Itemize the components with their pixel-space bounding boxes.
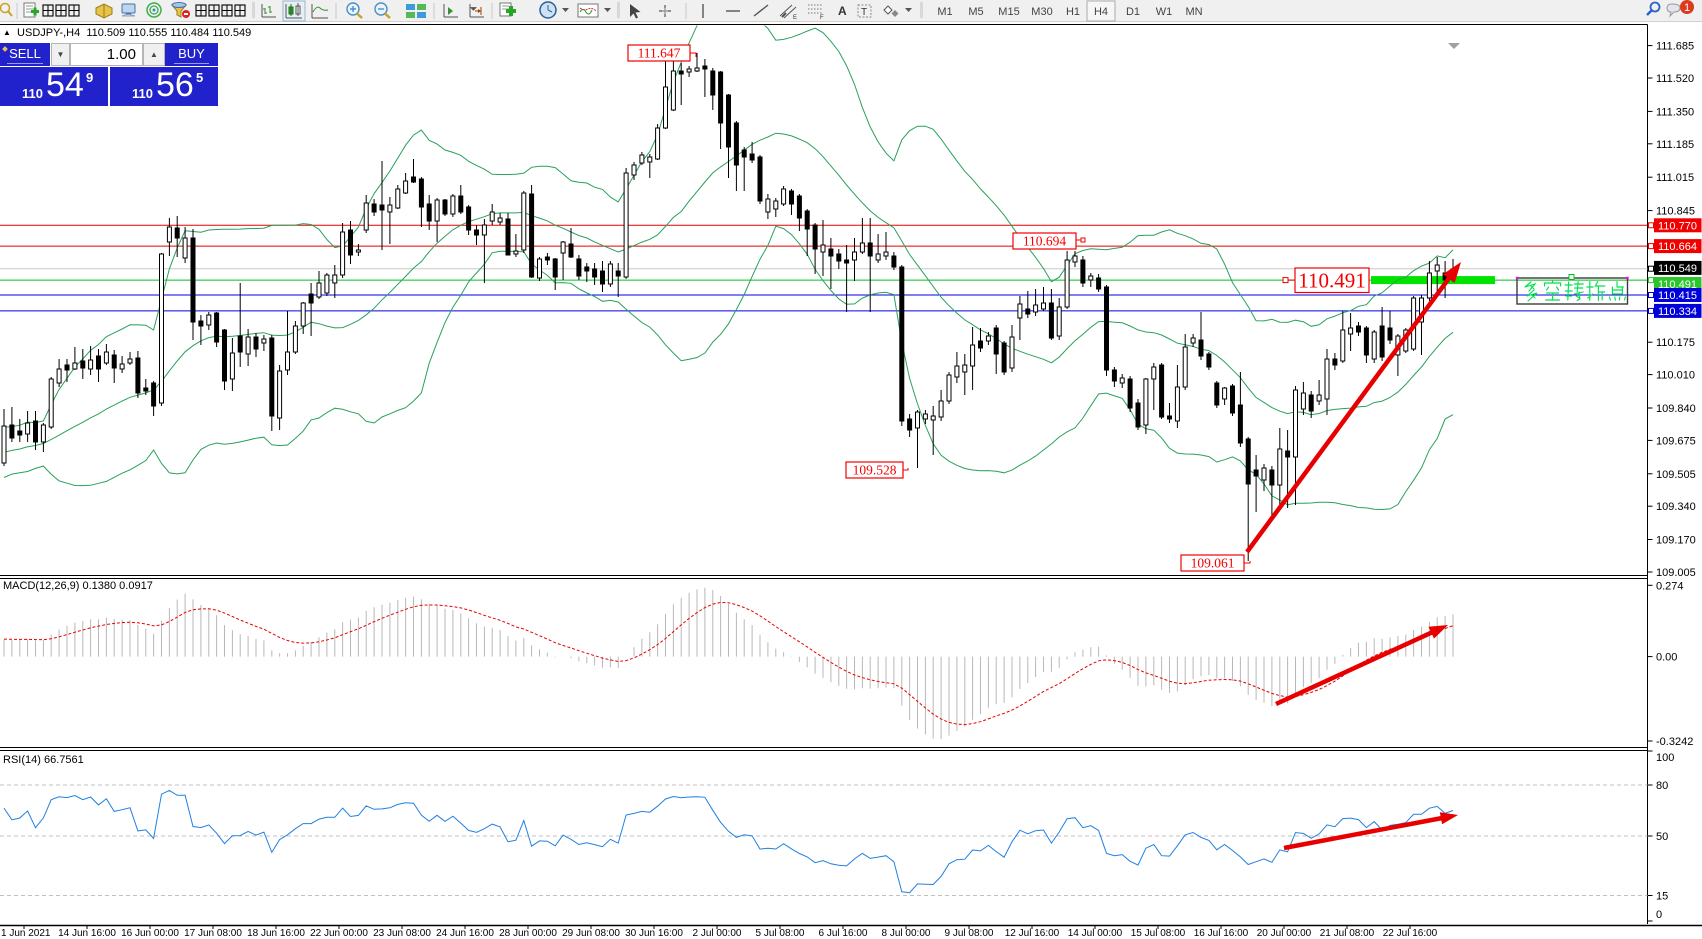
svg-text:100: 100 (1656, 752, 1674, 764)
svg-text:5 Jul 08:00: 5 Jul 08:00 (756, 928, 805, 939)
svg-text:109.528: 109.528 (853, 463, 897, 478)
svg-text:110.845: 110.845 (1656, 206, 1695, 218)
svg-text:110.694: 110.694 (1023, 234, 1067, 249)
svg-text:1: 1 (1684, 2, 1690, 14)
svg-text:H1: H1 (1066, 6, 1080, 18)
svg-text:110.770: 110.770 (1658, 220, 1697, 232)
svg-text:111.685: 111.685 (1656, 41, 1694, 53)
svg-text:F: F (820, 15, 824, 21)
svg-text:0.00: 0.00 (1656, 652, 1677, 664)
svg-text:22 Jun 00:00: 22 Jun 00:00 (310, 928, 368, 939)
svg-text:2 Jul 00:00: 2 Jul 00:00 (693, 928, 742, 939)
svg-text:M30: M30 (1031, 6, 1052, 18)
svg-text:0.274: 0.274 (1656, 580, 1684, 592)
svg-text:109.675: 109.675 (1656, 435, 1696, 447)
svg-text:RSI(14) 66.7561: RSI(14) 66.7561 (3, 754, 84, 766)
svg-text:M5: M5 (968, 6, 983, 18)
svg-text:D1: D1 (1126, 6, 1140, 18)
svg-text:111.520: 111.520 (1656, 73, 1694, 85)
svg-text:-0.3242: -0.3242 (1656, 736, 1693, 748)
svg-text:110.664: 110.664 (1658, 241, 1697, 253)
svg-text:109.505: 109.505 (1656, 469, 1696, 481)
svg-text:E: E (793, 15, 797, 21)
svg-text:15 Jul 08:00: 15 Jul 08:00 (1131, 928, 1186, 939)
svg-text:8 Jul 00:00: 8 Jul 00:00 (882, 928, 931, 939)
svg-text:29 Jun 08:00: 29 Jun 08:00 (562, 928, 620, 939)
svg-text:16 Jun 00:00: 16 Jun 00:00 (121, 928, 179, 939)
svg-text:110.549: 110.549 (1658, 263, 1697, 275)
svg-text:111.350: 111.350 (1656, 106, 1694, 118)
svg-text:6 Jul 16:00: 6 Jul 16:00 (819, 928, 868, 939)
svg-text:111.647: 111.647 (638, 46, 681, 61)
svg-text:H4: H4 (1094, 6, 1108, 18)
svg-text:22 Jul 16:00: 22 Jul 16:00 (1383, 928, 1438, 939)
svg-text:MN: MN (1185, 6, 1202, 18)
svg-text:110.491: 110.491 (1298, 269, 1365, 293)
svg-text:110.010: 110.010 (1656, 370, 1695, 382)
svg-text:28 Jun 00:00: 28 Jun 00:00 (499, 928, 557, 939)
svg-text:109.840: 109.840 (1656, 403, 1696, 415)
svg-text:16 Jul 16:00: 16 Jul 16:00 (1194, 928, 1249, 939)
svg-text:50: 50 (1656, 831, 1668, 843)
svg-text:14 Jun 16:00: 14 Jun 16:00 (58, 928, 116, 939)
svg-text:110.175: 110.175 (1656, 337, 1695, 349)
svg-text:MACD(12,26,9) 0.1380 0.0917: MACD(12,26,9) 0.1380 0.0917 (3, 580, 153, 592)
svg-text:20 Jul 00:00: 20 Jul 00:00 (1257, 928, 1312, 939)
svg-text:109.170: 109.170 (1656, 535, 1696, 547)
svg-text:109.005: 109.005 (1656, 567, 1696, 579)
svg-text:80: 80 (1656, 780, 1668, 792)
svg-text:T: T (861, 7, 867, 18)
svg-text:9 Jul 08:00: 9 Jul 08:00 (945, 928, 994, 939)
svg-text:24 Jun 16:00: 24 Jun 16:00 (436, 928, 494, 939)
svg-text:110.334: 110.334 (1658, 306, 1697, 318)
svg-text:17 Jun 08:00: 17 Jun 08:00 (184, 928, 242, 939)
svg-text:109.340: 109.340 (1656, 501, 1696, 513)
svg-text:0: 0 (1656, 909, 1662, 921)
svg-text:30 Jun 16:00: 30 Jun 16:00 (625, 928, 683, 939)
svg-text:111.015: 111.015 (1656, 172, 1694, 184)
svg-text:W1: W1 (1156, 6, 1173, 18)
svg-text:23 Jun 08:00: 23 Jun 08:00 (373, 928, 431, 939)
svg-text:M1: M1 (937, 6, 952, 18)
svg-text:14 Jul 00:00: 14 Jul 00:00 (1068, 928, 1123, 939)
svg-text:1 Jun 2021: 1 Jun 2021 (1, 928, 51, 939)
svg-text:A: A (838, 4, 847, 18)
svg-text:12 Jul 16:00: 12 Jul 16:00 (1005, 928, 1060, 939)
svg-text:21 Jul 08:00: 21 Jul 08:00 (1320, 928, 1375, 939)
svg-text:111.185: 111.185 (1656, 139, 1694, 151)
svg-text:110.415: 110.415 (1658, 290, 1697, 302)
svg-text:M15: M15 (998, 6, 1019, 18)
svg-text:15: 15 (1656, 891, 1668, 903)
svg-text:18 Jun 16:00: 18 Jun 16:00 (247, 928, 305, 939)
svg-text:109.061: 109.061 (1191, 556, 1235, 571)
